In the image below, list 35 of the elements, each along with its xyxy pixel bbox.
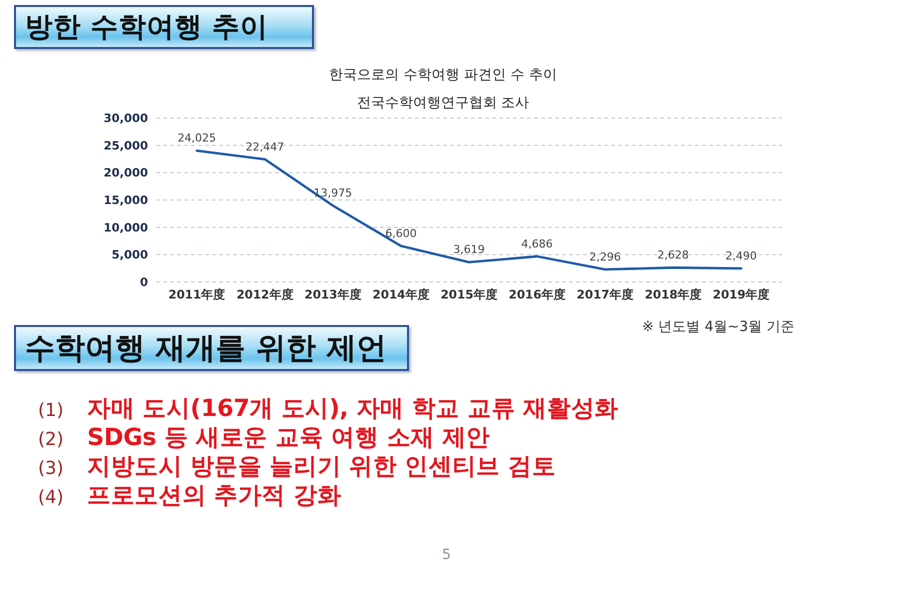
x-tick-label: 2014年度: [372, 287, 430, 302]
y-tick-label: 20,000: [104, 166, 148, 180]
text: 5: [442, 547, 451, 563]
data-label: 4,686: [521, 237, 553, 250]
y-tick-label: 10,000: [104, 220, 148, 234]
data-label: 2,628: [657, 248, 689, 262]
y-tick-label: 25,000: [104, 138, 148, 152]
data-label: 22,447: [246, 140, 284, 154]
x-tick-label: 2017年度: [576, 287, 634, 302]
y-tick-label: 15,000: [104, 193, 148, 208]
data-label: 13,975: [314, 186, 352, 200]
y-tick-label: 30,000: [104, 111, 148, 126]
text: ※ 년도별 4월~3월 기준: [642, 318, 795, 336]
text: (1) 자매 도시(167개 도시), 자매 학교 교류 재활성화: [38, 394, 618, 422]
data-label: 24,025: [178, 132, 216, 145]
text: 수학여행 재개를 위한 제언: [25, 330, 386, 368]
data-label: 2,296: [589, 250, 621, 264]
text: (2) SDGs 등 새로운 교육 여행 소재 제안: [38, 423, 490, 451]
x-tick-label: 2018年度: [644, 287, 702, 302]
x-tick-label: 2015年度: [440, 287, 498, 302]
x-tick-label: 2012年度: [236, 287, 294, 302]
data-label: 6,600: [385, 226, 417, 240]
y-tick-label: 5,000: [112, 248, 148, 262]
text: 방한 수학여행 추이: [25, 10, 268, 45]
x-tick-label: 2013年度: [304, 287, 362, 302]
chart-title: 한국으로의 수학여행 파견인 수 추이: [328, 66, 558, 84]
x-tick-label: 2016年度: [508, 287, 566, 302]
x-tick-label: 2011年度: [168, 287, 226, 302]
x-tick-label: 2019年度: [712, 287, 770, 302]
chart-subtitle: 전국수학여행연구협회 조사: [356, 94, 530, 112]
y-tick-label: 0: [140, 275, 148, 290]
text: (4) 프로모션의 추가적 강화: [38, 481, 342, 509]
data-label: 3,619: [453, 243, 485, 256]
data-label: 2,490: [725, 249, 757, 262]
text: (3) 지방도시 방문을 늘리기 위한 인센티브 검토: [38, 452, 556, 480]
